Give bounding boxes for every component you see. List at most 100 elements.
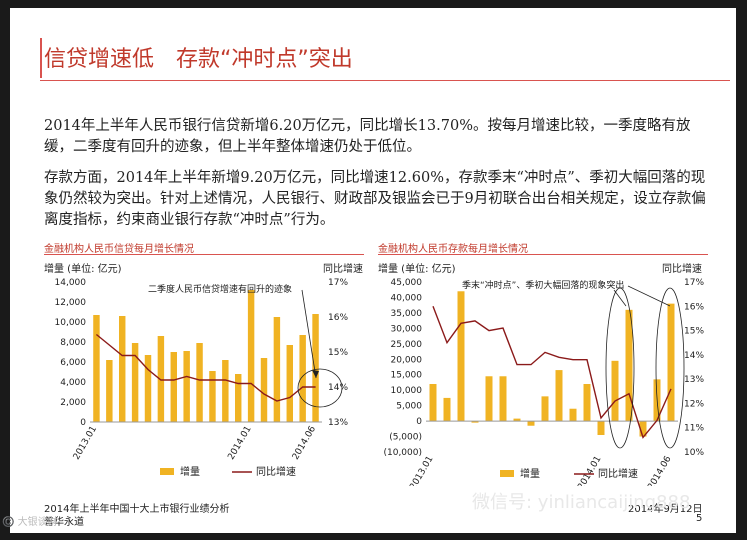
chart1-series-line-yoy (95, 333, 316, 402)
chart1-arrow-head (312, 370, 319, 378)
c1-left-tick-label: 12,000 (55, 298, 87, 308)
c2-bar (583, 384, 591, 422)
c2-bar (541, 396, 549, 422)
chart1-annotation-arrow (301, 289, 317, 379)
c1-x-tick-label: 2014.01 (226, 425, 253, 462)
c1-left-tick-label: 0 (80, 418, 86, 428)
c2-right-tick-label: 12% (684, 399, 704, 409)
c1-left-tick-label: 8,000 (60, 338, 86, 348)
chart2-annotation: 季末“冲时点”、季初大幅回落的现象突出 (462, 279, 624, 291)
chart2-series-line-yoy (432, 306, 672, 439)
chart1-title-rule (44, 254, 364, 255)
footer-company: 普华永道 (44, 517, 84, 528)
c1-bar (235, 374, 242, 422)
c2-bar (667, 303, 675, 422)
chart2-title: 金融机构人民币存款每月增长情况 (378, 244, 528, 255)
c1-right-tick-label: 17% (328, 278, 348, 288)
c2-bar (485, 376, 493, 422)
c1-left-tick-label: 2,000 (60, 398, 86, 408)
c1-bar (209, 371, 216, 422)
chart1-ylabel-left: 增量 (单位: 亿元) (44, 262, 122, 275)
c1-right-tick-label: 13% (328, 418, 348, 428)
c1-bar (131, 343, 139, 422)
chart2-legend-bar-label: 增量 (520, 467, 540, 480)
c1-bar (119, 316, 126, 422)
c2-bar (597, 421, 605, 435)
c1-bar (299, 335, 306, 422)
c2-x-tick-label: 2014.06 (646, 454, 673, 486)
c1-bar (170, 352, 177, 422)
slide-title: 信贷增速低 存款“冲时点”突出 (44, 41, 353, 73)
c2-left-tick-label: 25,000 (391, 340, 423, 350)
c2-bar (499, 376, 507, 422)
chart1-annotation: 二季度人民币信贷增速有回升的迹象 (148, 283, 292, 295)
c1-bar (93, 315, 100, 422)
chart1-legend-line-label: 同比增速 (256, 465, 296, 478)
c2-left-tick-label: 10,000 (391, 386, 423, 396)
c2-x-tick-label: 2013.01 (408, 455, 435, 487)
c1-bar (286, 345, 293, 422)
c1-right-tick-label: 16% (328, 313, 348, 323)
chart1-legend-bar-swatch (160, 468, 174, 475)
c1-x-tick-label: 2014.06 (291, 424, 318, 461)
chart2-annotation-arrow-a (613, 289, 627, 307)
title-part-a: 信贷增速低 (44, 47, 155, 72)
title-part-b: 存款“冲时点”突出 (176, 47, 353, 72)
title-accent-bar (40, 38, 42, 78)
title-underline (40, 80, 730, 81)
chart-deposits: 增量 (单位: 亿元) 同比增速 45,000 40,000 35,000 30,00… (378, 262, 704, 487)
chart2-highlight-ellipse-b (655, 287, 685, 449)
c2-left-tick-label: 0 (416, 417, 422, 427)
c2-right-tick-label: 10% (684, 448, 704, 458)
c1-left-tick-label: 4,000 (60, 378, 86, 388)
c2-left-tick-label: 20,000 (391, 355, 423, 365)
c1-bar (273, 317, 281, 422)
chart2-title-rule (378, 254, 708, 255)
c1-right-tick-label: 15% (328, 348, 348, 358)
c1-bar (106, 360, 113, 422)
c1-left-tick-label: 14,000 (55, 278, 87, 288)
c2-left-tick-label: 15,000 (391, 371, 423, 381)
chart-loans: 增量 (单位: 亿元) 同比增速 14,000 12,000 10,000 8,000… (44, 262, 363, 478)
c1-right-tick-label: 14% (328, 383, 348, 393)
paragraph-deposits: 存款方面，2014年上半年新增9.20万亿元，同比增速12.60%，存款季末“冲… (44, 170, 706, 228)
watermark-small: ©️ 大银谈财 (2, 517, 58, 528)
chart2-legend-line-label: 同比增速 (598, 467, 638, 480)
c2-left-tick-label: 40,000 (391, 293, 423, 303)
watermark: 微信号: yinliancaijing888 (472, 492, 691, 513)
footer-date: 2014年9月12日 (628, 504, 703, 515)
c2-right-tick-label: 15% (684, 327, 704, 337)
c2-right-tick-label: 16% (684, 302, 704, 312)
c2-bar (527, 421, 535, 426)
c1-x-tick-label: 2013.01 (72, 425, 99, 462)
c2-right-tick-label: 11% (684, 424, 704, 434)
c2-left-tick-label: (5,000) (389, 433, 422, 443)
c2-right-tick-label: 13% (684, 375, 704, 385)
c2-bar (471, 421, 479, 423)
c2-bar (639, 421, 647, 437)
c2-bar (513, 418, 521, 422)
chart1-legend-bar-label: 增量 (180, 465, 200, 478)
chart2-ylabel-right: 同比增速 (662, 262, 702, 275)
c1-left-tick-label: 6,000 (60, 358, 86, 368)
c2-left-tick-label: 45,000 (391, 278, 423, 288)
c2-bar (569, 408, 577, 422)
c2-bar (457, 291, 465, 422)
c2-bar (443, 397, 451, 422)
page-number: 5 (696, 513, 703, 524)
chart2-highlight-ellipse-a (605, 287, 635, 449)
c2-bar (429, 384, 437, 422)
c2-bar (555, 370, 563, 422)
chart2-annotation-arrow-b (627, 285, 671, 307)
c2-right-tick-label: 17% (684, 278, 704, 288)
c2-bar (625, 309, 633, 422)
c1-bar (260, 358, 268, 422)
c1-bar (222, 360, 229, 422)
paragraph-loans: 2014年上半年人民币银行信贷新增6.20万亿元，同比增长13.70%。按每月增… (44, 118, 691, 155)
c1-bar (157, 336, 165, 422)
c2-left-tick-label: 5,000 (396, 402, 422, 412)
footer-report-title: 2014年上半年中国十大上市银行业绩分析 (44, 504, 230, 515)
c2-right-tick-label: 14% (684, 351, 704, 361)
c1-bar (247, 290, 255, 422)
